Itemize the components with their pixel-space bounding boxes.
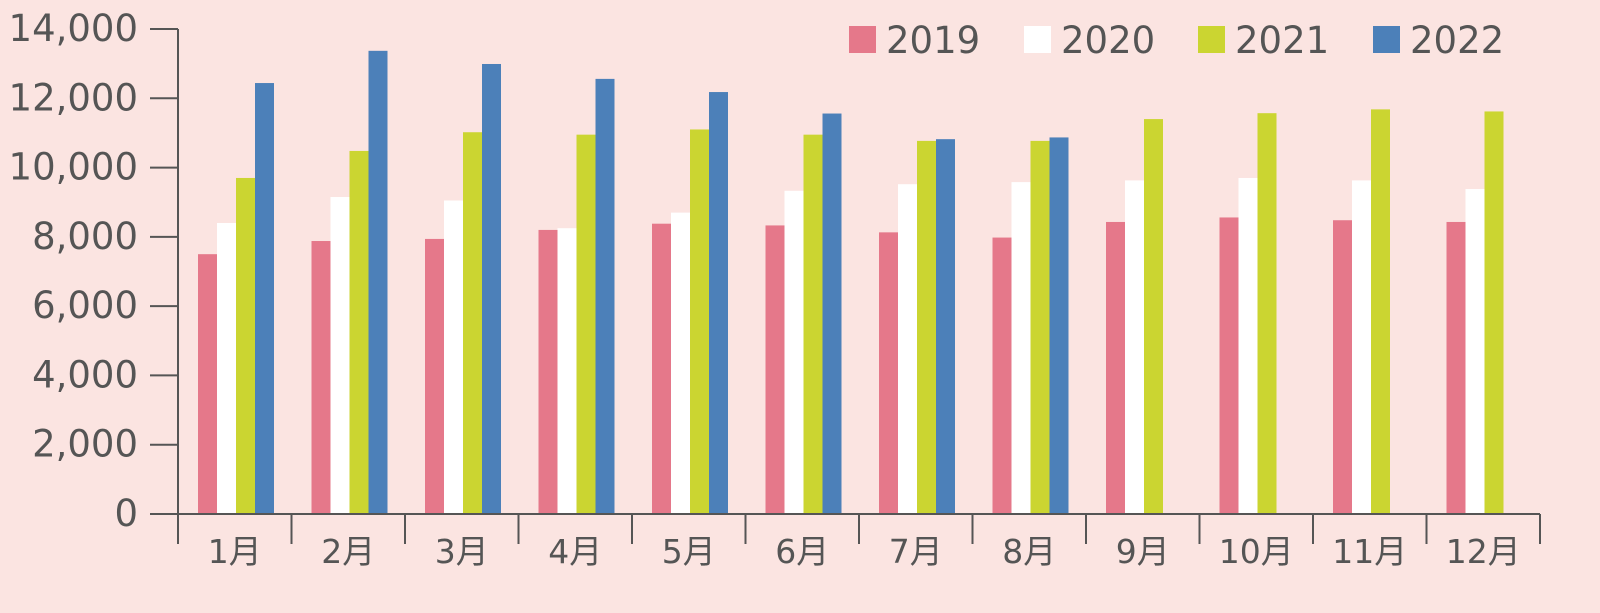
legend: 2019 2020 2021 2022 xyxy=(849,19,1504,62)
bar-2022-4 xyxy=(595,78,615,514)
bar-2021-7 xyxy=(917,140,936,514)
bar-2020-4 xyxy=(557,228,577,515)
y-tick-label: 12,000 xyxy=(9,76,138,119)
bar-2022-2 xyxy=(368,50,388,514)
y-tick-label: 6,000 xyxy=(32,284,138,327)
bar-2022-8 xyxy=(1049,137,1069,515)
bar-2019-9 xyxy=(1106,221,1125,515)
legend-label-2020: 2020 xyxy=(1061,19,1155,62)
x-category-label: 2月 xyxy=(321,532,375,571)
bar-2021-11 xyxy=(1371,109,1390,514)
y-tick-label: 8,000 xyxy=(32,215,138,258)
x-category-label: 3月 xyxy=(435,532,489,571)
legend-swatch-2020 xyxy=(1024,26,1051,53)
bar-2021-5 xyxy=(690,129,709,514)
x-category-label: 8月 xyxy=(1002,532,1056,571)
bar-2020-3 xyxy=(444,200,463,514)
legend-swatch-2019 xyxy=(849,26,876,53)
bar-2022-6 xyxy=(822,113,842,515)
bar-2021-9 xyxy=(1144,119,1163,515)
bar-2021-10 xyxy=(1257,113,1277,515)
bar-2020-6 xyxy=(784,190,804,514)
bar-2021-4 xyxy=(576,134,596,515)
bars xyxy=(198,50,1504,515)
bar-2020-8 xyxy=(1011,182,1031,514)
bar-2022-7 xyxy=(936,139,955,514)
x-category-label: 12月 xyxy=(1446,532,1521,571)
bar-2019-8 xyxy=(992,237,1012,515)
legend-label-2022: 2022 xyxy=(1410,19,1504,62)
y-tick-label: 0 xyxy=(114,492,138,535)
x-category-label: 10月 xyxy=(1219,532,1294,571)
bar-2022-3 xyxy=(482,63,501,514)
legend-label-2021: 2021 xyxy=(1235,19,1329,62)
bar-2019-11 xyxy=(1333,220,1352,514)
bar-2019-12 xyxy=(1446,221,1466,515)
x-category-label: 5月 xyxy=(662,532,716,571)
x-category-label: 1月 xyxy=(208,532,262,571)
bar-2021-12 xyxy=(1484,111,1504,514)
x-category-label: 9月 xyxy=(1116,532,1170,571)
y-tick-label: 14,000 xyxy=(9,7,138,50)
x-category-label: 4月 xyxy=(548,532,602,571)
x-category-label: 7月 xyxy=(889,532,943,571)
x-category-label: 11月 xyxy=(1332,532,1407,571)
bar-2019-4 xyxy=(538,229,558,514)
bar-2019-7 xyxy=(879,232,898,514)
x-category-label: 6月 xyxy=(775,532,829,571)
y-tick-label: 4,000 xyxy=(32,353,138,396)
bar-2021-2 xyxy=(349,150,369,514)
y-axis: 0 2,000 4,000 6,000 8,000 10,000 12,000 14,000 xyxy=(9,7,179,535)
bar-2022-5 xyxy=(709,92,728,515)
bar-2020-5 xyxy=(671,212,690,514)
bar-2022-1 xyxy=(255,83,274,515)
bar-2020-11 xyxy=(1352,180,1371,514)
bar-2020-10 xyxy=(1238,177,1258,514)
bar-2020-7 xyxy=(898,184,917,514)
bar-2019-3 xyxy=(425,238,444,514)
y-tick-label: 2,000 xyxy=(32,423,138,466)
bar-2020-1 xyxy=(217,223,236,514)
bar-2019-5 xyxy=(652,223,671,514)
legend-swatch-2021 xyxy=(1198,26,1225,53)
bar-2020-9 xyxy=(1125,180,1144,514)
legend-label-2019: 2019 xyxy=(886,19,980,62)
bar-2021-3 xyxy=(463,132,482,514)
bar-2020-12 xyxy=(1465,189,1485,515)
x-axis: 1月 2月 3月 4月 5月 6月 7月 8月 9月 10月 11月 12月 xyxy=(177,513,1541,571)
legend-swatch-2022 xyxy=(1373,26,1400,53)
bar-2019-2 xyxy=(311,241,331,514)
bar-2019-6 xyxy=(765,225,785,515)
bar-2019-1 xyxy=(198,254,217,514)
bar-2021-1 xyxy=(236,177,255,514)
bar-2020-2 xyxy=(330,197,350,514)
y-tick-label: 10,000 xyxy=(9,146,138,189)
bar-2021-8 xyxy=(1030,140,1050,514)
bar-2019-10 xyxy=(1219,217,1239,514)
bar-2021-6 xyxy=(803,134,823,515)
